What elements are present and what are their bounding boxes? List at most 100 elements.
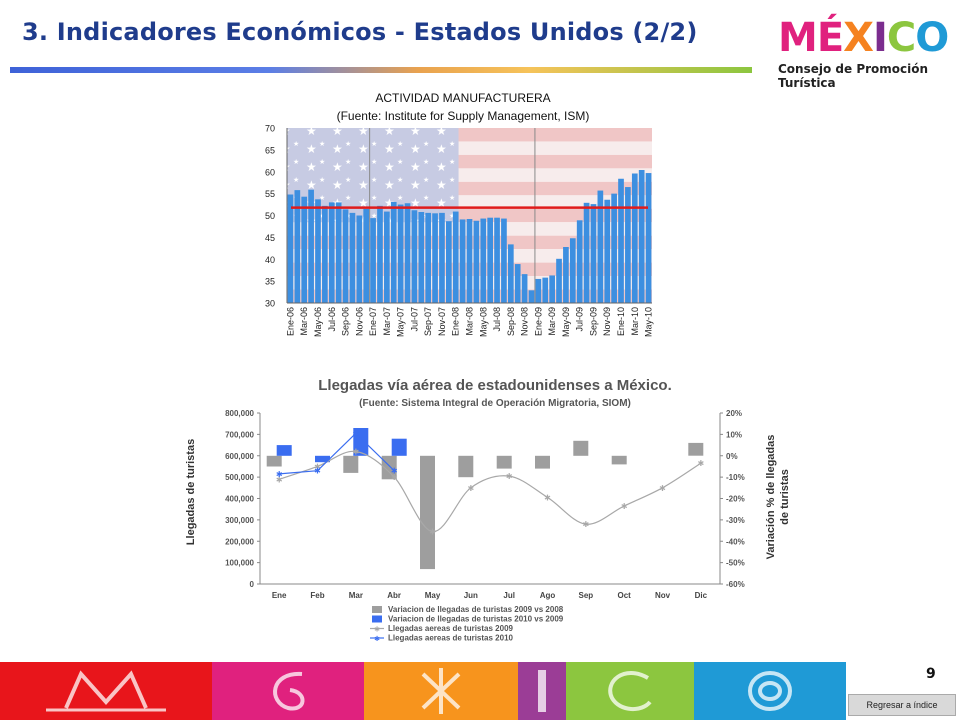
brand-segment [518, 662, 566, 720]
x-glyph-icon [421, 668, 461, 714]
ism-bar [645, 173, 652, 303]
variation-bar [266, 455, 282, 467]
line-marker: ✱ [314, 462, 321, 471]
x-tick-label: Sep-06 [341, 307, 351, 336]
m-glyph-icon [46, 670, 166, 712]
line-marker: ✱ [621, 502, 628, 511]
variation-bar [573, 440, 589, 456]
left-tick-label: 100,000 [225, 559, 254, 568]
right-tick-label: -20% [726, 495, 745, 504]
x-tick-label: May-06 [313, 307, 323, 337]
manufacturing-activity-chart: ★ ★ ACTIVIDAD MANUFACTURERA (Fuente: Ins… [265, 91, 654, 338]
ism-bar [590, 204, 597, 303]
logo-letter: O [915, 15, 949, 61]
x-tick-label: Jul [503, 591, 515, 600]
variation-bar [420, 455, 435, 570]
ism-bar [377, 205, 383, 303]
x-tick-label: Jul-06 [327, 307, 337, 332]
ism-bar [404, 203, 411, 303]
ism-bar [631, 173, 638, 303]
logo-letter: I [872, 15, 888, 61]
o-glyph-icon [748, 671, 792, 711]
legend-swatch [372, 606, 382, 613]
ism-bar [638, 170, 645, 303]
chart1-axes: 30 35 40 45 50 55 60 65 70 Ene-06 Mar-06 May-06 Jul-… [265, 124, 654, 338]
chart2-subtitle: (Fuente: Sistema Integral de Operación M… [359, 398, 631, 409]
ism-bar [494, 217, 500, 303]
x-tick-label: Ago [540, 591, 556, 600]
y-tick-label: 40 [265, 255, 275, 265]
ism-bar [411, 210, 418, 303]
brand-segment [566, 662, 694, 720]
x-tick-label: Jul-09 [575, 307, 585, 332]
ism-bar [342, 209, 349, 303]
ism-bar [583, 202, 590, 303]
x-tick-label: May [425, 591, 441, 600]
x-tick-label: Mar-08 [465, 307, 475, 336]
line-marker: ✱ [659, 484, 666, 493]
back-to-index-button[interactable]: Regresar a índice [848, 694, 956, 716]
chart2-bars [266, 428, 704, 570]
right-tick-label: 0% [726, 452, 738, 461]
logo-letter: M [778, 15, 818, 61]
brand-segment-fill [212, 662, 364, 720]
right-tick-label: -30% [726, 516, 745, 525]
ism-bar [618, 178, 624, 303]
variation-bar [535, 455, 550, 469]
ism-bar [315, 199, 321, 303]
title-divider [10, 67, 752, 73]
legend-label: Variacion de llegadas de turistas 2009 v… [388, 605, 564, 614]
x-tick-label: Nov-07 [437, 307, 447, 336]
x-tick-label: Oct [617, 591, 631, 600]
ism-bar [604, 199, 611, 303]
right-tick-label: -60% [726, 580, 745, 589]
ism-bar [418, 212, 425, 303]
variation-bar [496, 455, 512, 469]
brand-segment [364, 662, 518, 720]
x-tick-label: Sep-07 [423, 307, 433, 336]
ism-bar [397, 204, 404, 303]
ism-bar [446, 221, 452, 303]
x-tick-label: Sep [578, 591, 593, 600]
chart2-legend: Variacion de llegadas de turistas 2009 v… [370, 605, 564, 643]
variation-bar [611, 455, 627, 465]
arrivals-line [279, 432, 395, 475]
x-tick-label: Jul-08 [492, 307, 502, 332]
legend-label: Llegadas aereas de turistas 2010 [388, 634, 514, 643]
ism-bar [611, 193, 617, 304]
ism-bar [521, 274, 528, 304]
variation-bar [276, 445, 292, 456]
y-tick-label: 55 [265, 189, 275, 199]
ism-bar [287, 194, 294, 303]
x-tick-label: Jul-07 [409, 307, 419, 332]
line-marker: ✱ [352, 429, 359, 438]
ism-bar [370, 218, 376, 304]
x-tick-label: Feb [310, 591, 324, 600]
ism-bar [432, 213, 438, 303]
x-tick-label: Ene [272, 591, 287, 600]
ism-bar [501, 218, 507, 303]
ism-bar [487, 217, 494, 303]
x-tick-label: Mar-06 [299, 307, 309, 336]
air-arrivals-chart: Llegadas vía aérea de estadounidenses a … [185, 377, 791, 643]
slide-title: 3. Indicadores Económicos - Estados Unid… [22, 18, 698, 46]
variation-bar [688, 442, 704, 456]
ism-bar [576, 220, 583, 303]
ism-bar [514, 264, 521, 303]
ism-bar [597, 190, 604, 303]
variation-bar [315, 455, 330, 463]
brand-segment-fill [566, 662, 694, 720]
ism-bar [549, 275, 555, 303]
ism-bar [542, 277, 549, 304]
chart2-title: Llegadas vía aérea de estadounidenses a … [318, 377, 672, 394]
x-tick-label: Mar-07 [382, 307, 392, 336]
x-tick-label: Ene-08 [451, 307, 461, 336]
x-tick-label: Dic [695, 591, 708, 600]
line-marker: ✱ [391, 473, 398, 482]
right-tick-label: -10% [726, 473, 745, 482]
left-tick-label: 700,000 [225, 430, 254, 439]
left-tick-label: 800,000 [225, 409, 254, 418]
ism-bar [439, 212, 445, 304]
ism-bar [349, 212, 356, 304]
x-tick-label: Ene-06 [285, 307, 295, 336]
